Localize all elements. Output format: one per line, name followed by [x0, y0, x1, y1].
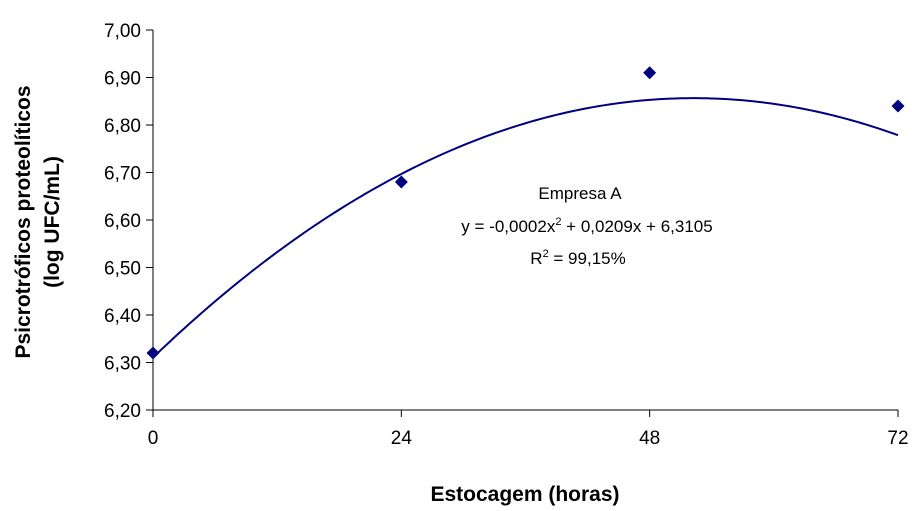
y-tick-label: 6,50: [104, 259, 141, 280]
y-tick-label: 6,90: [104, 69, 141, 90]
equation-suffix: + 0,0209x + 6,3105: [561, 217, 712, 236]
trendline-annotation: Empresa A y = -0,0002x2 + 0,0209x + 6,31…: [461, 184, 712, 268]
trendline-curve: [152, 97, 899, 359]
y-tick-label: 6,30: [104, 354, 141, 375]
annotation-equation: y = -0,0002x2 + 0,0209x + 6,3105: [461, 216, 712, 236]
r2-prefix: R: [530, 249, 542, 268]
y-tick-label: 6,40: [104, 306, 141, 327]
data-point-marker: [891, 99, 905, 113]
data-point-marker: [146, 346, 160, 360]
x-tick-label: 0: [148, 428, 159, 449]
r2-suffix: = 99,15%: [549, 249, 626, 268]
annotation-r-squared: R2 = 99,15%: [530, 248, 625, 268]
data-point-marker: [394, 175, 408, 189]
y-axis-title: Psicrotróficos proteolíticos (log UFC/mL…: [12, 85, 64, 358]
data-point-marker: [643, 66, 657, 80]
equation-prefix: y = -0,0002x: [461, 217, 556, 236]
y-tick-label: 6,70: [104, 164, 141, 185]
y-axis-title-line-2: (log UFC/mL): [41, 156, 64, 288]
equation-exponent: 2: [555, 216, 561, 228]
x-axis-title: Estocagem (horas): [430, 483, 619, 506]
annotation-series-label: Empresa A: [538, 184, 622, 203]
r2-exponent: 2: [543, 248, 549, 260]
x-tick-label: 48: [639, 428, 660, 449]
trendline: [152, 97, 899, 359]
y-tick-label: 7,00: [104, 21, 141, 42]
x-tick-label: 72: [887, 428, 908, 449]
y-tick-label: 6,80: [104, 116, 141, 137]
x-tick-label: 24: [391, 428, 413, 449]
y-axis-title-line-1: Psicrotróficos proteolíticos: [12, 85, 35, 358]
y-tick-label: 6,60: [104, 211, 141, 232]
data-points: [146, 66, 905, 360]
ticks: 6,20 6,30 6,40 6,50 6,60 6,70 6,80 6,90 7,00 0 24 4…: [104, 21, 909, 449]
y-tick-label: 6,20: [104, 401, 141, 422]
